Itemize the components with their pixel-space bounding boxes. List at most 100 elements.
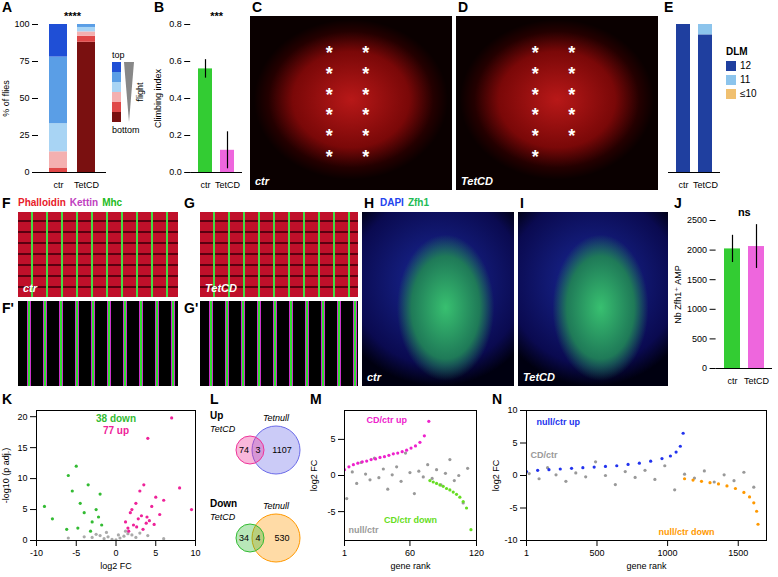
svg-text:-5: -5	[509, 503, 517, 513]
html-text:TetCD: TetCD	[523, 371, 555, 383]
svg-text:gene rank: gene rank	[626, 561, 667, 571]
svg-text:50: 50	[19, 93, 29, 103]
svg-text:530: 530	[274, 533, 289, 543]
svg-text:1: 1	[342, 548, 347, 558]
svg-text:-log10 (p adj.): -log10 (p adj.)	[1, 448, 11, 504]
svg-text:4: 4	[255, 533, 260, 543]
svg-text:ctr: ctr	[54, 180, 64, 190]
svg-text:CD/ctr up: CD/ctr up	[367, 415, 408, 425]
svg-text:2000: 2000	[687, 245, 707, 255]
svg-text:-10: -10	[30, 548, 43, 558]
svg-text:34: 34	[239, 533, 249, 543]
svg-text:60: 60	[405, 548, 415, 558]
svg-text:77 up: 77 up	[103, 425, 129, 436]
svg-text:10: 10	[190, 548, 200, 558]
svg-text:1: 1	[524, 548, 529, 558]
svg-text:0: 0	[113, 548, 118, 558]
svg-text:-5: -5	[327, 506, 335, 516]
svg-text:TetCD: TetCD	[693, 180, 719, 190]
svg-text:1500: 1500	[687, 275, 707, 285]
svg-text:0.6: 0.6	[169, 56, 182, 66]
svg-text:-5: -5	[72, 548, 80, 558]
svg-text:1107: 1107	[272, 445, 291, 455]
svg-text:5: 5	[153, 548, 158, 558]
svg-text:2500: 2500	[687, 215, 707, 225]
svg-text:Climbing index: Climbing index	[153, 68, 163, 128]
svg-text:1000: 1000	[658, 548, 678, 558]
html-text:11: 11	[740, 74, 751, 85]
svg-text:log2 FC: log2 FC	[309, 459, 319, 491]
svg-text:****: ****	[64, 10, 82, 22]
svg-text:10: 10	[507, 405, 517, 415]
svg-text:0: 0	[330, 470, 335, 480]
svg-text:74: 74	[239, 445, 249, 455]
svg-text:CD/ctr down: CD/ctr down	[384, 515, 437, 525]
svg-text:0: 0	[512, 470, 517, 480]
svg-text:Tetnull: Tetnull	[263, 413, 290, 423]
svg-text:TetCD: TetCD	[744, 376, 770, 386]
html-text:TetCD: TetCD	[205, 282, 237, 294]
svg-text:null/ctr: null/ctr	[349, 525, 379, 535]
svg-text:5: 5	[330, 434, 335, 444]
svg-text:0.4: 0.4	[169, 93, 182, 103]
html-text:C: C	[252, 0, 263, 15]
html-text:M: M	[310, 391, 322, 407]
html-text:ctr: ctr	[367, 371, 382, 383]
svg-text:TetCD: TetCD	[215, 180, 241, 190]
svg-text:1500: 1500	[728, 548, 748, 558]
svg-text:bottom: bottom	[112, 125, 140, 135]
svg-text:null/ctr down: null/ctr down	[659, 527, 715, 537]
svg-text:3: 3	[255, 445, 260, 455]
svg-text:0.0: 0.0	[169, 167, 182, 177]
html-text:G': G'	[184, 300, 199, 316]
svg-text:Up: Up	[210, 410, 223, 421]
html-text:D: D	[458, 0, 469, 15]
svg-text:5: 5	[512, 438, 517, 448]
html-text:DLM: DLM	[726, 46, 748, 57]
svg-text:38 down: 38 down	[96, 413, 136, 424]
svg-text:TetCD: TetCD	[210, 512, 236, 522]
svg-text:-10: -10	[504, 535, 517, 545]
html-text:TetCD: TetCD	[461, 175, 493, 187]
svg-text:% of flies: % of flies	[1, 80, 11, 117]
svg-text:15: 15	[17, 443, 27, 453]
svg-text:75: 75	[19, 56, 29, 66]
svg-text:flight: flight	[135, 82, 145, 102]
svg-text:0: 0	[22, 535, 27, 545]
svg-text:ctr: ctr	[201, 180, 211, 190]
svg-text:0: 0	[702, 363, 707, 373]
svg-text:CD/ctr: CD/ctr	[531, 450, 559, 460]
svg-text:ns: ns	[738, 206, 751, 218]
svg-text:***: ***	[210, 10, 224, 22]
svg-text:1000: 1000	[687, 304, 707, 314]
svg-text:100: 100	[14, 19, 29, 29]
svg-text:Tetnull: Tetnull	[263, 501, 290, 511]
svg-text:5: 5	[22, 504, 27, 514]
svg-text:0.8: 0.8	[169, 19, 182, 29]
svg-text:120: 120	[469, 548, 484, 558]
svg-text:ctr: ctr	[679, 180, 689, 190]
html-text:F': F'	[2, 300, 14, 316]
svg-text:log2 FC: log2 FC	[100, 561, 132, 571]
svg-text:gene rank: gene rank	[390, 561, 431, 571]
svg-text:10: 10	[17, 473, 27, 483]
html-text:ctr: ctr	[255, 175, 270, 187]
html-text:ctr: ctr	[23, 282, 38, 294]
svg-text:Nb Zfh1⁺ AMP: Nb Zfh1⁺ AMP	[673, 265, 683, 323]
svg-text:500: 500	[589, 548, 604, 558]
svg-text:500: 500	[692, 334, 707, 344]
html-text:B: B	[154, 0, 165, 15]
svg-text:TetCD: TetCD	[210, 424, 236, 434]
svg-text:Down: Down	[210, 498, 237, 509]
svg-text:20: 20	[17, 412, 27, 422]
html-text:A: A	[2, 0, 13, 15]
svg-text:25: 25	[19, 130, 29, 140]
svg-text:ctr: ctr	[728, 376, 738, 386]
html-text:12: 12	[740, 60, 752, 71]
svg-text:0: 0	[24, 167, 29, 177]
svg-text:null/ctr up: null/ctr up	[537, 417, 581, 427]
svg-text:TetCD: TetCD	[74, 180, 100, 190]
svg-text:top: top	[112, 50, 125, 60]
svg-text:0.2: 0.2	[169, 130, 182, 140]
svg-text:log2 FC: log2 FC	[491, 459, 501, 491]
